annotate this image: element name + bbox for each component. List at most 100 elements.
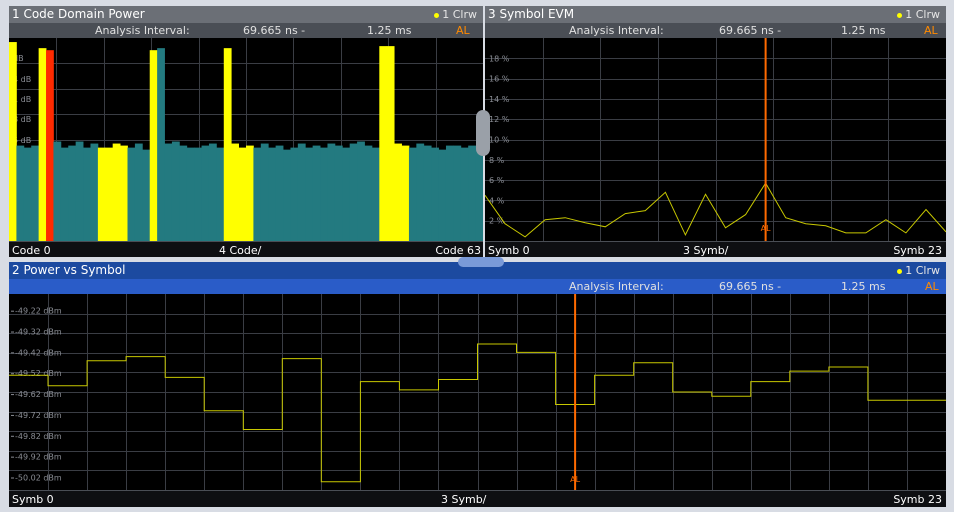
pvs-y-tick-label: -49.32 dBm bbox=[15, 328, 62, 337]
cdp-bar bbox=[305, 147, 314, 241]
cdp-x-center: 4 Code/ bbox=[219, 244, 262, 257]
cdp-chart: dB 4 dB 1 dB 8 dB 5 dB bbox=[9, 38, 483, 242]
cdp-bar bbox=[90, 143, 99, 241]
cdp-bar bbox=[9, 42, 17, 242]
pvs-trace-line bbox=[9, 343, 946, 483]
cdp-bar bbox=[164, 143, 173, 241]
evm-y-tick-label: 18 % bbox=[489, 54, 510, 63]
cdp-bar bbox=[260, 143, 269, 241]
cdp-x-left: Code 0 bbox=[12, 244, 51, 257]
pvs-title: 2 Power vs Symbol bbox=[12, 263, 126, 277]
cdp-x-right: Code 63 bbox=[435, 244, 481, 257]
evm-y-tick-label: 8 % bbox=[489, 156, 505, 165]
evm-al-flag: AL bbox=[924, 24, 938, 37]
cdp-bar bbox=[268, 147, 277, 241]
cdp-bar bbox=[97, 147, 106, 241]
cdp-bar bbox=[379, 46, 388, 242]
evm-plot-area[interactable]: 18 % 16 % 14 % 12 % 10 % 8 % 6 % 4 % 2 % AL bbox=[485, 38, 946, 241]
cdp-bar bbox=[364, 145, 373, 241]
pvs-title-bar[interactable]: 2 Power vs Symbol 1 Clrw bbox=[9, 262, 946, 279]
cdp-bar bbox=[431, 147, 439, 241]
cdp-bar bbox=[438, 149, 447, 241]
evm-y-tick-label: 14 % bbox=[489, 95, 510, 104]
cdp-bar bbox=[157, 48, 165, 242]
cdp-bar bbox=[475, 147, 483, 241]
trace-dot-icon bbox=[434, 12, 440, 18]
symbol-evm-window[interactable]: 3 Symbol EVM 1 Clrw Analysis Interval: 6… bbox=[485, 6, 946, 257]
cdp-bar bbox=[290, 147, 299, 241]
evm-x-right: Symb 23 bbox=[893, 244, 942, 257]
evm-interval-label: Analysis Interval: bbox=[569, 24, 664, 37]
cdp-bar bbox=[171, 141, 180, 241]
evm-y-tick-label: 6 % bbox=[489, 176, 505, 185]
cdp-bar bbox=[75, 141, 84, 241]
cdp-bar bbox=[246, 145, 254, 241]
cdp-bar bbox=[416, 143, 425, 241]
pvs-plot-area[interactable]: -49.22 dBm -49.32 dBm -49.42 dBm -49.52 dBm… bbox=[9, 294, 946, 490]
pvs-y-tick-label: -49.42 dBm bbox=[15, 348, 62, 357]
cdp-bar bbox=[349, 143, 358, 241]
cdp-bar bbox=[31, 145, 40, 241]
pvs-y-tick-label: -49.52 dBm bbox=[15, 369, 62, 378]
cdp-bar bbox=[238, 147, 247, 241]
evm-interval-end: 1.25 ms bbox=[841, 24, 886, 37]
cdp-interval-label: Analysis Interval: bbox=[95, 24, 190, 37]
evm-x-axis-footer: Symb 0 3 Symb/ Symb 23 bbox=[485, 241, 946, 257]
cdp-bar bbox=[142, 149, 151, 241]
cdp-bar bbox=[231, 143, 239, 241]
cdp-bar bbox=[283, 149, 291, 241]
evm-trace-label: 1 Clrw bbox=[905, 8, 940, 21]
cdp-bar bbox=[401, 145, 410, 241]
pvs-chart: -49.22 dBm -49.32 dBm -49.42 dBm -49.52 dBm… bbox=[9, 294, 946, 490]
cdp-plot-area[interactable]: dB 4 dB 1 dB 8 dB 5 dB bbox=[9, 38, 483, 242]
cdp-bar bbox=[253, 147, 262, 241]
evm-marker-label: AL bbox=[761, 224, 771, 233]
cdp-bar bbox=[186, 147, 195, 241]
cdp-bar bbox=[194, 147, 202, 241]
cdp-bar bbox=[334, 145, 343, 241]
pvs-x-right: Symb 23 bbox=[893, 493, 942, 506]
cdp-bar bbox=[275, 145, 284, 241]
pvs-info-bar: Analysis Interval: 69.665 ns - 1.25 ms A… bbox=[9, 279, 946, 294]
evm-x-center: 3 Symb/ bbox=[683, 244, 729, 257]
pvs-x-left: Symb 0 bbox=[12, 493, 54, 506]
cdp-bar bbox=[320, 147, 328, 241]
evm-y-tick-label: 12 % bbox=[489, 115, 510, 124]
pvs-grid bbox=[9, 294, 946, 490]
cdp-bar bbox=[120, 145, 128, 241]
cdp-x-axis-footer: Code 0 4 Code/ Code 63 bbox=[9, 241, 483, 257]
evm-y-tick-label: 4 % bbox=[489, 196, 505, 205]
cdp-bar bbox=[468, 145, 476, 241]
power-vs-symbol-window[interactable]: 2 Power vs Symbol 1 Clrw Analysis Interv… bbox=[9, 262, 946, 507]
pvs-y-tick-label: -49.92 dBm bbox=[15, 453, 62, 462]
trace-dot-icon bbox=[897, 268, 903, 274]
cdp-bar bbox=[460, 147, 469, 241]
horizontal-splitter-handle[interactable] bbox=[458, 257, 504, 267]
pvs-y-tick-label: -50.02 dBm bbox=[15, 473, 62, 482]
cdp-bar bbox=[16, 145, 25, 241]
cdp-bar bbox=[53, 141, 62, 241]
evm-x-left: Symb 0 bbox=[488, 244, 530, 257]
pvs-interval-end: 1.25 ms bbox=[841, 280, 886, 293]
cdp-bars bbox=[9, 42, 483, 242]
cdp-bar bbox=[223, 48, 232, 242]
code-domain-power-window[interactable]: 1 Code Domain Power 1 Clrw Analysis Inte… bbox=[9, 6, 483, 257]
cdp-bar bbox=[105, 147, 114, 241]
pvs-trace-indicator: 1 Clrw bbox=[897, 262, 940, 279]
pvs-x-center: 3 Symb/ bbox=[441, 493, 487, 506]
cdp-bar bbox=[208, 143, 217, 241]
evm-title-bar[interactable]: 3 Symbol EVM 1 Clrw bbox=[485, 6, 946, 23]
cdp-bar bbox=[60, 147, 69, 241]
evm-y-tick-label: 10 % bbox=[489, 136, 510, 145]
trace-dot-icon bbox=[897, 12, 903, 18]
pvs-y-tick-label: -49.62 dBm bbox=[15, 390, 62, 399]
cdp-bar bbox=[327, 143, 336, 241]
pvs-interval-start: 69.665 ns - bbox=[719, 280, 782, 293]
vertical-splitter-handle[interactable] bbox=[476, 110, 490, 156]
pvs-x-axis-footer: Symb 0 3 Symb/ Symb 23 bbox=[9, 490, 946, 507]
cdp-bar bbox=[357, 141, 365, 241]
cdp-title-bar[interactable]: 1 Code Domain Power 1 Clrw bbox=[9, 6, 483, 23]
cdp-bar bbox=[312, 145, 321, 241]
cdp-y-tick-label: 4 dB bbox=[13, 75, 31, 84]
cdp-bar bbox=[201, 145, 210, 241]
